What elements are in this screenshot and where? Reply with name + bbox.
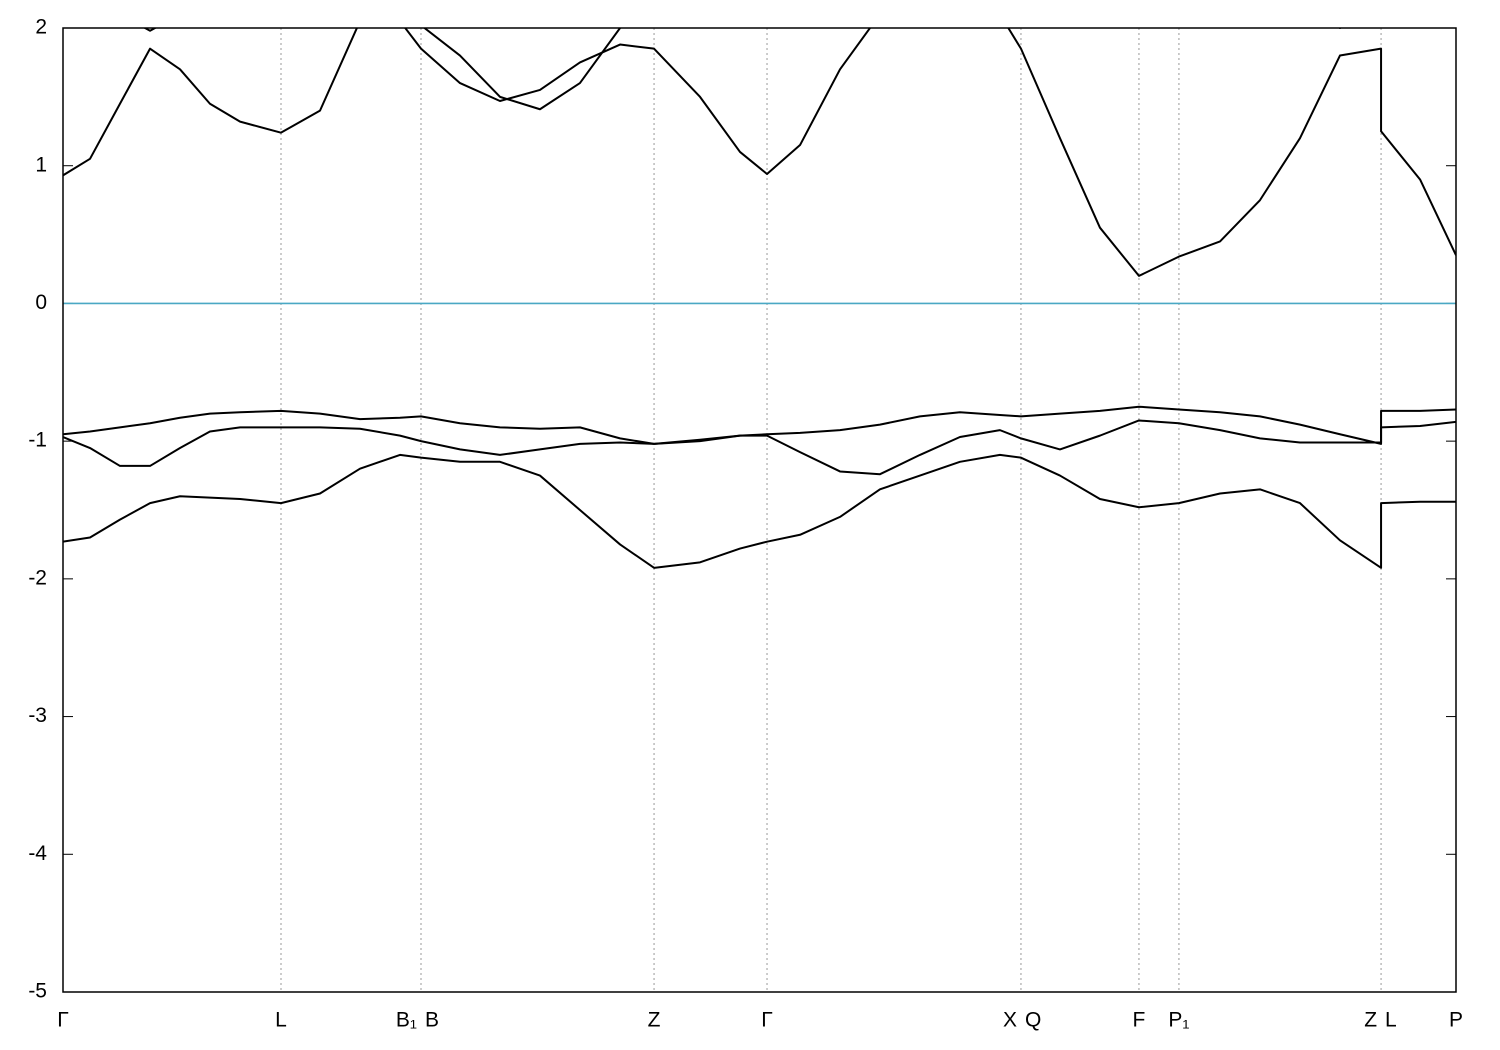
x-tick-label: L	[1385, 1009, 1397, 1032]
band-line	[63, 28, 1456, 277]
x-tick-label: B₁	[396, 1009, 417, 1032]
y-tick-label: -5	[28, 980, 47, 1003]
y-tick-label: 2	[35, 16, 47, 39]
x-tick-label: P	[1449, 1009, 1463, 1032]
y-tick-label: -1	[28, 429, 47, 452]
x-tick-label: X	[1003, 1009, 1017, 1032]
x-tick-label: B	[425, 1009, 439, 1032]
band-line	[63, 419, 1456, 476]
y-tick-label: -4	[28, 842, 47, 865]
band-line	[63, 453, 1456, 569]
plot-frame	[62, 27, 1457, 993]
band-line	[142, 28, 1342, 111]
x-tick-label: P₁	[1168, 1009, 1189, 1032]
y-tick-label: 1	[35, 153, 47, 176]
x-tick-label: Γ	[761, 1009, 773, 1032]
x-tick-label: Γ	[57, 1009, 69, 1032]
x-tick-label: F	[1133, 1009, 1146, 1032]
band-line	[63, 405, 1456, 445]
x-tick-label: L	[275, 1009, 287, 1032]
y-tick-label: -3	[28, 704, 47, 727]
x-tick-label: Q	[1025, 1009, 1041, 1032]
y-tick-label: -2	[28, 566, 47, 589]
y-tick-label: 0	[35, 291, 47, 314]
bands	[63, 28, 1456, 569]
x-tick-label: Z	[648, 1009, 661, 1032]
x-tick-label: Z	[1364, 1009, 1377, 1032]
